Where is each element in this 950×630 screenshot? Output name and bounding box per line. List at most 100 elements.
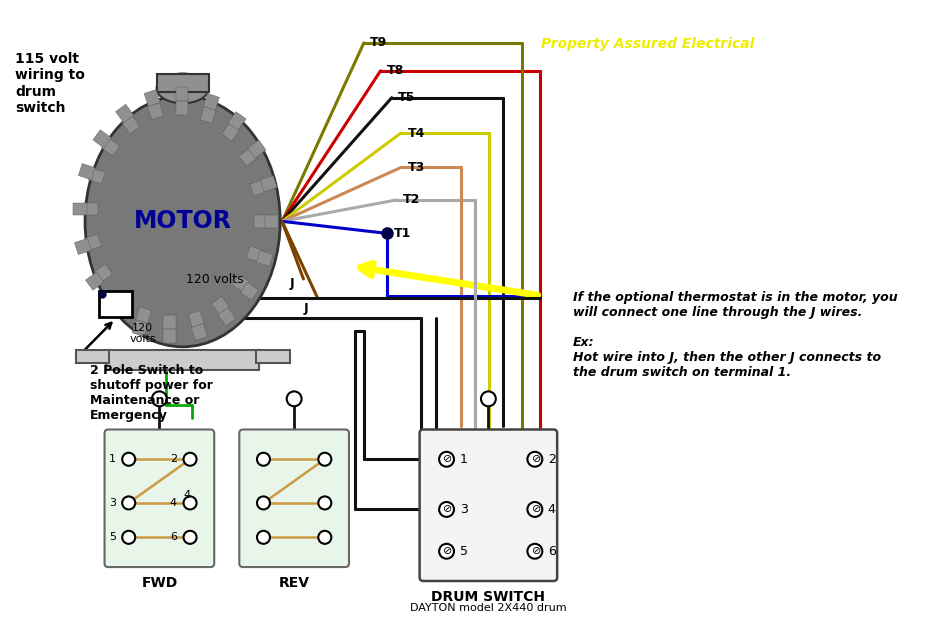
Text: 115 volt
wiring to
drum
switch: 115 volt wiring to drum switch <box>15 52 86 115</box>
Text: J: J <box>304 302 309 315</box>
Text: 5: 5 <box>108 532 116 542</box>
FancyBboxPatch shape <box>420 430 557 581</box>
Bar <box>240 282 258 301</box>
Bar <box>232 274 250 292</box>
Circle shape <box>439 452 454 467</box>
Bar <box>112 289 130 307</box>
Text: 120
volts: 120 volts <box>129 323 156 344</box>
Text: REV: REV <box>278 576 310 590</box>
Ellipse shape <box>157 74 209 103</box>
Circle shape <box>183 531 197 544</box>
Text: ⊘: ⊘ <box>532 546 541 556</box>
Circle shape <box>527 544 542 559</box>
Text: 6: 6 <box>170 532 177 542</box>
Bar <box>99 291 131 317</box>
Text: FWD: FWD <box>142 576 178 590</box>
Text: 120 volts: 120 volts <box>186 273 244 287</box>
Text: DRUM SWITCH: DRUM SWITCH <box>431 590 545 604</box>
Bar <box>228 112 246 130</box>
Bar <box>256 350 290 363</box>
FancyBboxPatch shape <box>104 430 214 567</box>
Circle shape <box>123 453 135 466</box>
Text: ⊘: ⊘ <box>443 546 452 556</box>
Bar <box>254 215 268 227</box>
Bar <box>86 272 104 290</box>
Circle shape <box>527 452 542 467</box>
Text: 1: 1 <box>108 454 116 464</box>
Bar <box>221 123 239 141</box>
Text: T3: T3 <box>408 161 425 174</box>
Text: T8: T8 <box>387 64 405 77</box>
Text: 2 Pole Switch to
shutoff power for
Maintenance or
Emergency: 2 Pole Switch to shutoff power for Maint… <box>89 364 213 421</box>
Bar <box>176 87 188 101</box>
Bar <box>246 246 263 262</box>
Text: 2: 2 <box>548 453 556 466</box>
Text: ⊘: ⊘ <box>532 454 541 464</box>
Bar <box>163 329 176 343</box>
Circle shape <box>183 453 197 466</box>
Circle shape <box>256 453 270 466</box>
Bar <box>176 101 188 115</box>
Circle shape <box>481 391 496 406</box>
Circle shape <box>123 531 135 544</box>
Bar <box>88 168 105 184</box>
Bar <box>105 300 124 319</box>
Bar <box>157 74 209 92</box>
Text: ⊘: ⊘ <box>443 505 452 515</box>
Text: 4: 4 <box>548 503 556 516</box>
Bar <box>78 164 95 180</box>
Bar <box>74 238 91 255</box>
Bar <box>106 350 258 370</box>
Text: Property Assured Electrical: Property Assured Electrical <box>541 37 754 51</box>
Bar <box>191 324 207 340</box>
Text: T1: T1 <box>393 227 411 240</box>
Bar <box>73 202 87 215</box>
Text: 5: 5 <box>460 545 467 558</box>
Bar <box>256 250 274 266</box>
Bar <box>122 115 140 134</box>
Bar <box>163 316 176 329</box>
Text: T4: T4 <box>408 127 425 139</box>
Text: ⊘: ⊘ <box>532 505 541 515</box>
Text: 4: 4 <box>170 498 177 508</box>
Text: 2: 2 <box>170 454 177 464</box>
Text: 1: 1 <box>460 453 467 466</box>
Bar <box>102 138 120 156</box>
Ellipse shape <box>86 96 280 346</box>
Bar <box>93 130 111 148</box>
Text: T9: T9 <box>370 37 388 49</box>
FancyBboxPatch shape <box>239 430 349 567</box>
Circle shape <box>439 544 454 559</box>
Circle shape <box>152 391 167 406</box>
Bar <box>144 89 161 106</box>
Circle shape <box>439 502 454 517</box>
Bar <box>84 202 98 215</box>
Bar <box>203 93 219 110</box>
Circle shape <box>256 496 270 510</box>
Bar <box>136 307 152 323</box>
Bar <box>94 264 113 282</box>
Bar <box>218 307 236 326</box>
Circle shape <box>183 496 197 510</box>
Text: J: J <box>290 277 294 290</box>
Bar <box>248 140 266 158</box>
Circle shape <box>318 531 332 544</box>
Circle shape <box>123 496 135 510</box>
Bar <box>239 148 257 166</box>
Circle shape <box>318 453 332 466</box>
Text: 3: 3 <box>108 498 116 508</box>
Bar <box>212 296 230 314</box>
Circle shape <box>256 531 270 544</box>
Bar <box>200 106 216 123</box>
Circle shape <box>318 496 332 510</box>
Text: ⊘: ⊘ <box>443 454 452 464</box>
Bar <box>260 176 277 192</box>
Circle shape <box>287 391 301 406</box>
Bar <box>85 234 102 250</box>
Bar <box>116 104 134 123</box>
Text: 6: 6 <box>548 545 556 558</box>
Text: If the optional thermostat is in the motor, you
will connect one line through th: If the optional thermostat is in the mot… <box>573 291 898 379</box>
Text: T2: T2 <box>403 193 420 207</box>
Bar <box>147 103 163 120</box>
Text: T5: T5 <box>398 91 415 104</box>
